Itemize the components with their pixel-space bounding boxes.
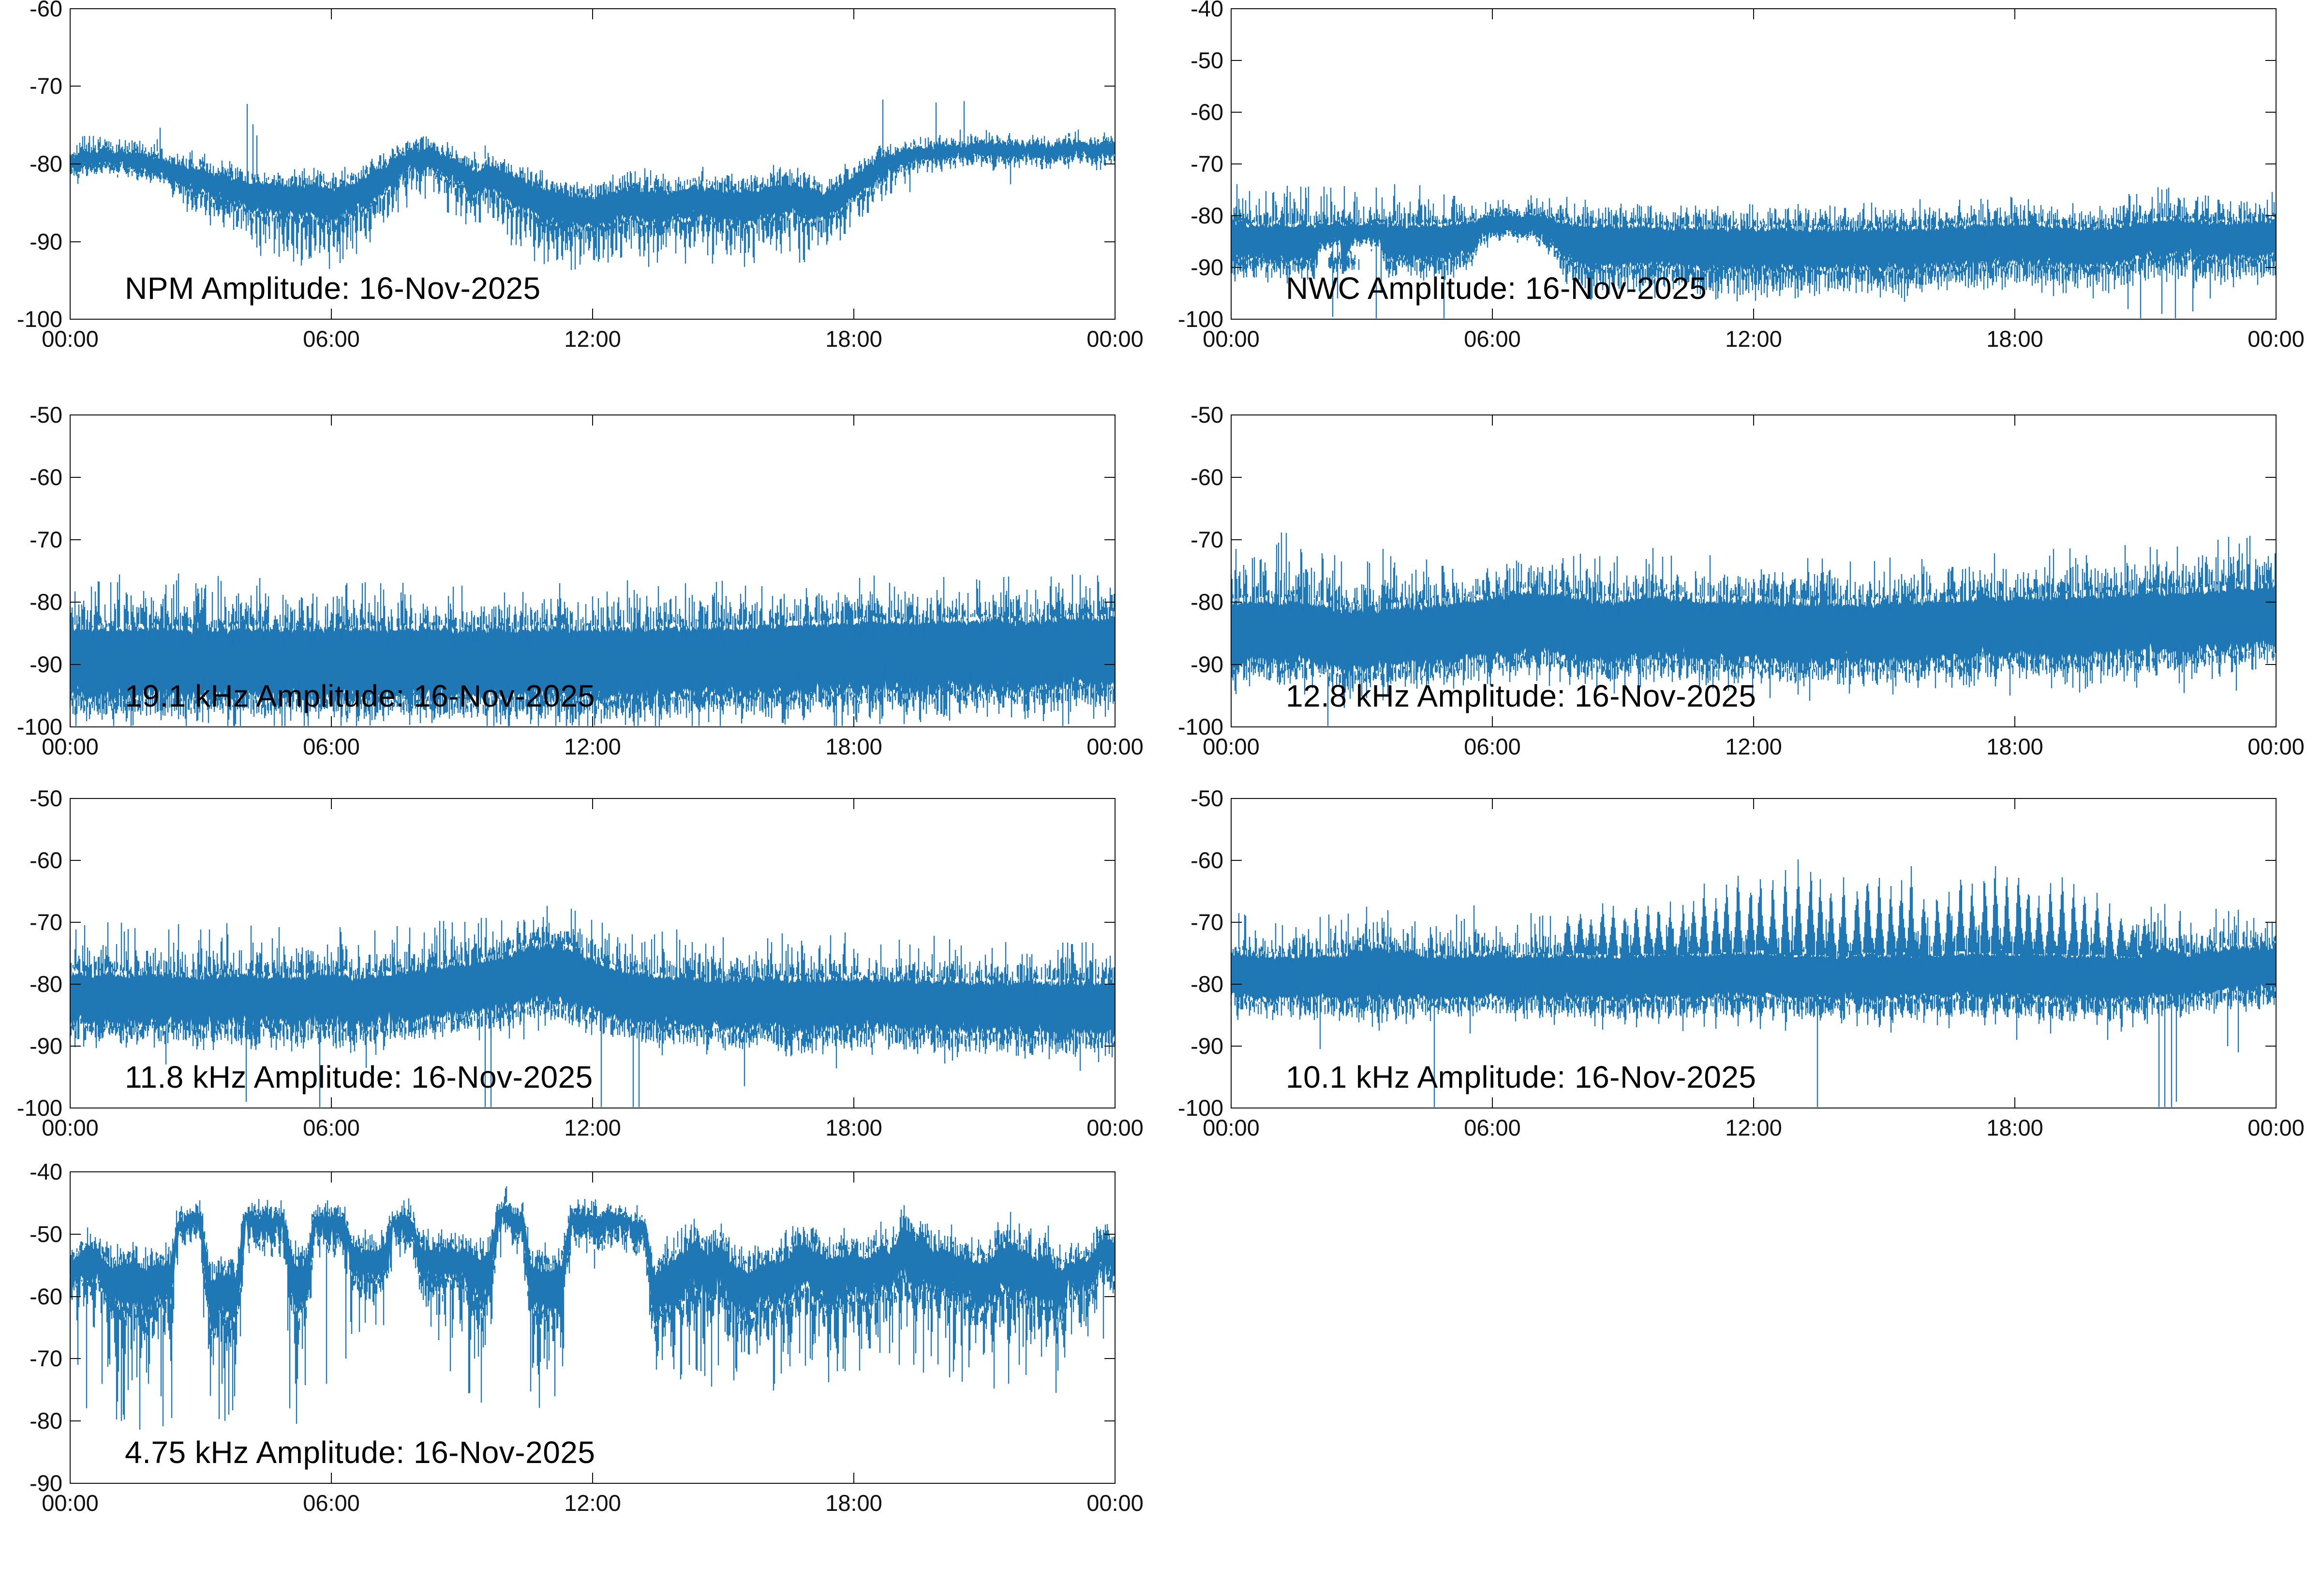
svg-text:-100: -100 <box>1178 1095 1223 1121</box>
svg-text:06:00: 06:00 <box>303 326 360 352</box>
svg-text:06:00: 06:00 <box>1464 1115 1521 1140</box>
svg-text:-60: -60 <box>1191 847 1223 873</box>
svg-text:00:00: 00:00 <box>1203 1115 1260 1140</box>
svg-text:12:00: 12:00 <box>564 734 621 759</box>
svg-text:00:00: 00:00 <box>1203 326 1260 352</box>
svg-text:-100: -100 <box>17 714 62 739</box>
svg-text:-90: -90 <box>1191 1033 1223 1059</box>
svg-text:19.1 kHz Amplitude: 16-Nov-202: 19.1 kHz Amplitude: 16-Nov-2025 <box>125 679 595 713</box>
svg-text:00:00: 00:00 <box>1087 326 1144 352</box>
svg-text:-100: -100 <box>1178 714 1223 739</box>
svg-text:-70: -70 <box>1191 909 1223 935</box>
svg-text:-50: -50 <box>30 785 62 811</box>
svg-text:-70: -70 <box>30 909 62 935</box>
svg-text:00:00: 00:00 <box>1087 734 1144 759</box>
svg-text:06:00: 06:00 <box>303 734 360 759</box>
svg-text:-60: -60 <box>30 0 62 21</box>
svg-text:-70: -70 <box>1191 527 1223 552</box>
svg-text:12:00: 12:00 <box>564 1115 621 1140</box>
svg-text:-40: -40 <box>1191 0 1223 21</box>
svg-text:12:00: 12:00 <box>564 326 621 352</box>
svg-text:12:00: 12:00 <box>1725 1115 1782 1140</box>
svg-text:-60: -60 <box>1191 464 1223 490</box>
svg-text:00:00: 00:00 <box>1087 1115 1144 1140</box>
svg-text:-60: -60 <box>1191 99 1223 125</box>
svg-text:06:00: 06:00 <box>1464 734 1521 759</box>
svg-text:18:00: 18:00 <box>1986 1115 2043 1140</box>
svg-text:-90: -90 <box>30 229 62 254</box>
svg-text:06:00: 06:00 <box>1464 326 1521 352</box>
svg-text:-90: -90 <box>1191 651 1223 677</box>
svg-text:-60: -60 <box>30 1284 62 1309</box>
svg-text:-50: -50 <box>30 1221 62 1247</box>
svg-text:-40: -40 <box>30 1159 62 1184</box>
svg-text:12:00: 12:00 <box>1725 734 1782 759</box>
svg-text:NPM Amplitude: 16-Nov-2025: NPM Amplitude: 16-Nov-2025 <box>125 271 541 306</box>
svg-text:00:00: 00:00 <box>42 1115 99 1140</box>
svg-text:18:00: 18:00 <box>825 1490 882 1516</box>
svg-text:-60: -60 <box>30 847 62 873</box>
svg-text:-50: -50 <box>1191 785 1223 811</box>
svg-text:-80: -80 <box>30 151 62 177</box>
svg-text:-80: -80 <box>30 971 62 997</box>
svg-text:-50: -50 <box>1191 47 1223 73</box>
svg-text:00:00: 00:00 <box>42 734 99 759</box>
svg-text:00:00: 00:00 <box>1087 1490 1144 1516</box>
svg-text:-70: -70 <box>30 1345 62 1371</box>
svg-text:-90: -90 <box>1191 254 1223 280</box>
svg-text:-50: -50 <box>30 402 62 428</box>
svg-text:18:00: 18:00 <box>825 1115 882 1140</box>
svg-text:-100: -100 <box>17 1095 62 1121</box>
svg-text:-90: -90 <box>30 1033 62 1059</box>
svg-text:11.8 kHz Amplitude: 16-Nov-202: 11.8 kHz Amplitude: 16-Nov-2025 <box>125 1060 593 1094</box>
svg-text:06:00: 06:00 <box>303 1490 360 1516</box>
svg-text:4.75 kHz Amplitude: 16-Nov-202: 4.75 kHz Amplitude: 16-Nov-2025 <box>125 1435 595 1470</box>
svg-text:00:00: 00:00 <box>2248 734 2305 759</box>
svg-text:18:00: 18:00 <box>1986 326 2043 352</box>
svg-text:NWC Amplitude: 16-Nov-2025: NWC Amplitude: 16-Nov-2025 <box>1286 271 1707 306</box>
svg-text:-80: -80 <box>1191 589 1223 615</box>
svg-text:00:00: 00:00 <box>42 1490 99 1516</box>
svg-text:18:00: 18:00 <box>825 734 882 759</box>
svg-text:-70: -70 <box>1191 151 1223 177</box>
svg-text:-90: -90 <box>30 651 62 677</box>
svg-text:10.1 kHz Amplitude: 16-Nov-202: 10.1 kHz Amplitude: 16-Nov-2025 <box>1286 1060 1756 1094</box>
svg-text:-70: -70 <box>30 73 62 99</box>
svg-text:12:00: 12:00 <box>1725 326 1782 352</box>
svg-text:-80: -80 <box>1191 971 1223 997</box>
svg-text:12:00: 12:00 <box>564 1490 621 1516</box>
svg-text:00:00: 00:00 <box>42 326 99 352</box>
svg-text:12.8 kHz Amplitude: 16-Nov-202: 12.8 kHz Amplitude: 16-Nov-2025 <box>1286 679 1756 713</box>
svg-text:-50: -50 <box>1191 402 1223 428</box>
svg-text:06:00: 06:00 <box>303 1115 360 1140</box>
svg-text:-70: -70 <box>30 527 62 552</box>
svg-text:-80: -80 <box>1191 203 1223 228</box>
svg-text:00:00: 00:00 <box>1203 734 1260 759</box>
svg-text:-100: -100 <box>1178 306 1223 332</box>
svg-text:-80: -80 <box>30 589 62 615</box>
svg-text:00:00: 00:00 <box>2248 1115 2305 1140</box>
svg-text:-60: -60 <box>30 464 62 490</box>
svg-text:-80: -80 <box>30 1408 62 1433</box>
svg-text:18:00: 18:00 <box>825 326 882 352</box>
svg-text:00:00: 00:00 <box>2248 326 2305 352</box>
svg-text:-90: -90 <box>30 1470 62 1496</box>
svg-text:18:00: 18:00 <box>1986 734 2043 759</box>
svg-text:-100: -100 <box>17 306 62 332</box>
